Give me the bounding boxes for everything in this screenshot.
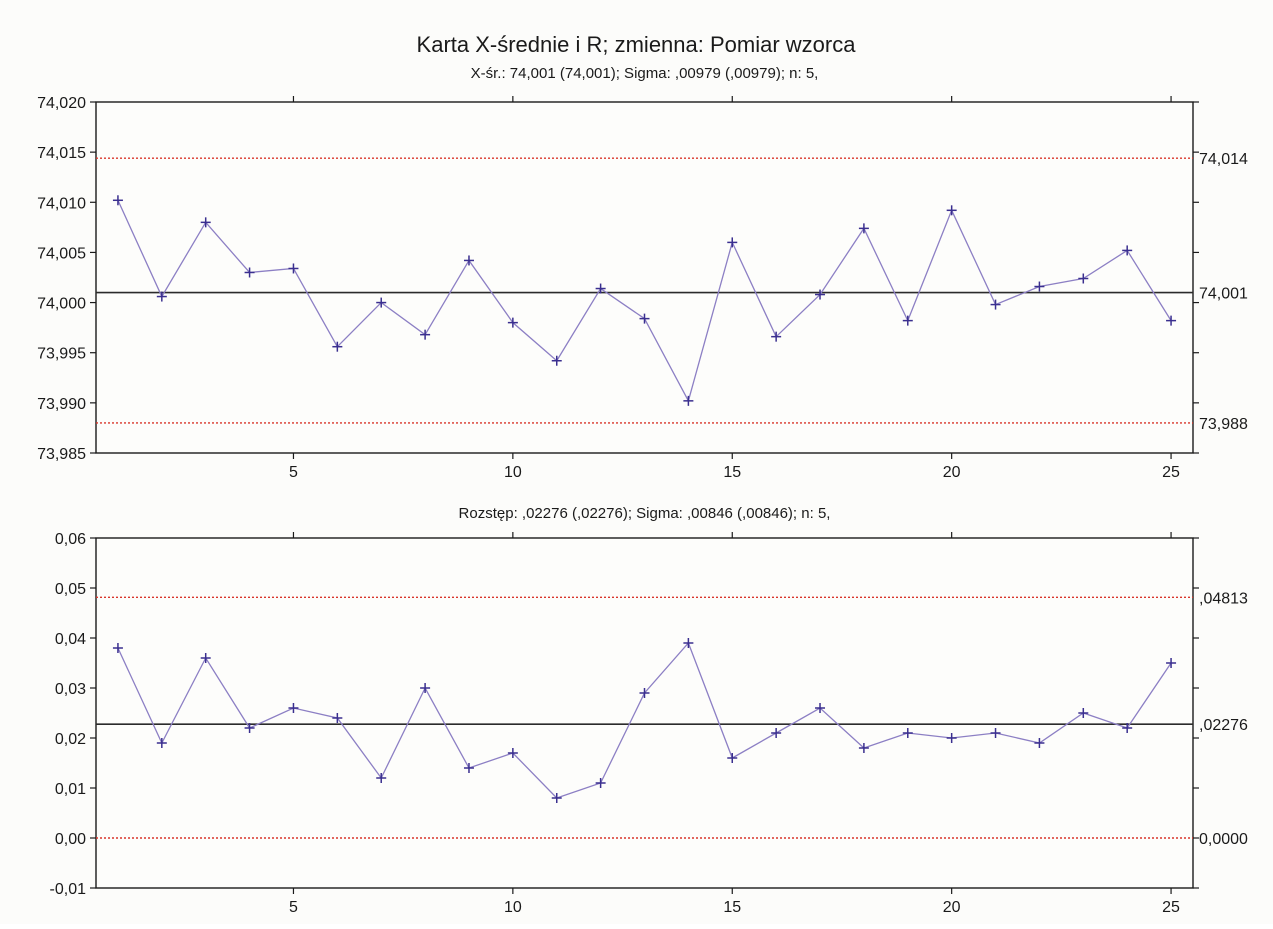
range-ytick-label: 0,05 [55, 581, 86, 598]
range-data-point [639, 688, 650, 698]
xbar-ucl-label: 74,014 [1199, 151, 1248, 168]
xbar-subtitle: X-śr.: 74,001 (74,001); Sigma: ,00979 (,… [471, 65, 819, 82]
range-data-point [1078, 708, 1089, 718]
xbar-ytick-label: 74,015 [37, 145, 86, 162]
xbar-ytick-label: 73,990 [37, 396, 86, 413]
range-data-point [156, 738, 167, 748]
xbar-data-point [244, 267, 255, 278]
xbar-xtick-label: 15 [723, 464, 741, 481]
range-ytick-label: 0,06 [55, 531, 86, 548]
range-plot-area [95, 537, 1194, 889]
range-data-point [332, 713, 343, 723]
range-xtick-label: 20 [943, 899, 961, 916]
range-ytick-label: 0,03 [55, 681, 86, 698]
xbar-data-point [815, 289, 826, 300]
xbar-xtick-label: 10 [504, 464, 522, 481]
range-ytick-label: 0,01 [55, 781, 86, 798]
xbar-data-point [156, 291, 167, 302]
xbar-data-point [902, 315, 913, 326]
range-data-point [1166, 658, 1177, 668]
xbar-data-point [683, 395, 694, 406]
xbar-center-label: 74,001 [1199, 286, 1248, 303]
range-data-point [112, 643, 123, 653]
xbar-data-point [551, 355, 562, 366]
range-ytick-label: 0,02 [55, 731, 86, 748]
range-data-point [420, 683, 431, 693]
range-ytick-label: 0,04 [55, 631, 86, 648]
range-data-point [771, 728, 782, 738]
range-data-point [244, 723, 255, 733]
range-data-point [902, 728, 913, 738]
xbar-data-point [1166, 315, 1177, 326]
range-panel: Rozstęp: ,02276 (,02276); Sigma: ,00846 … [50, 505, 1249, 916]
xbar-data-point [463, 255, 474, 266]
range-center-label: ,02276 [1199, 717, 1248, 734]
range-ytick-label: -0,01 [50, 881, 87, 898]
range-data-point [990, 728, 1001, 738]
range-data-point [551, 793, 562, 803]
range-data-point [683, 638, 694, 648]
xbar-data-point [288, 263, 299, 274]
xbar-lcl-label: 73,988 [1199, 416, 1248, 433]
xbar-data-point [771, 331, 782, 342]
xbar-data-point [1122, 245, 1133, 256]
xbar-data-point [639, 313, 650, 324]
xbar-data-point [858, 223, 869, 234]
xbar-ytick-label: 74,000 [37, 296, 86, 313]
range-lcl-label: 0,0000 [1199, 831, 1248, 848]
range-data-point [200, 653, 211, 663]
range-data-point [288, 703, 299, 713]
range-xtick-label: 5 [289, 899, 298, 916]
range-xtick-label: 25 [1162, 899, 1180, 916]
xbar-data-point [200, 217, 211, 228]
xbar-data-point [112, 195, 123, 206]
xbar-data-point [376, 297, 387, 308]
range-data-point [1034, 738, 1045, 748]
range-data-point [946, 733, 957, 743]
xbar-data-point [507, 317, 518, 328]
range-data-point [1122, 723, 1133, 733]
xbar-plot-area [95, 101, 1194, 454]
chart-title: Karta X-średnie i R; zmienna: Pomiar wzo… [417, 32, 857, 57]
range-data-point [376, 773, 387, 783]
range-ucl-label: ,04813 [1199, 590, 1248, 607]
range-data-point [463, 763, 474, 773]
xbar-xtick-label: 20 [943, 464, 961, 481]
xbar-panel: X-śr.: 74,001 (74,001); Sigma: ,00979 (,… [37, 65, 1248, 481]
xbar-ytick-label: 73,985 [37, 446, 86, 463]
range-data-point [858, 743, 869, 753]
xbar-data-point [332, 341, 343, 352]
range-data-point [507, 748, 518, 758]
xbar-xtick-label: 5 [289, 464, 298, 481]
range-xtick-label: 15 [723, 899, 741, 916]
range-subtitle: Rozstęp: ,02276 (,02276); Sigma: ,00846 … [459, 505, 831, 522]
xbar-ytick-label: 74,020 [37, 95, 86, 112]
xbar-data-point [727, 237, 738, 248]
range-data-point [815, 703, 826, 713]
range-xtick-label: 10 [504, 899, 522, 916]
range-data-point [727, 753, 738, 763]
xbar-data-point [1034, 281, 1045, 292]
range-ytick-label: 0,00 [55, 831, 86, 848]
xbar-ytick-label: 73,995 [37, 346, 86, 363]
range-data-point [595, 778, 606, 788]
xbar-data-point [595, 283, 606, 294]
xbar-data-point [420, 329, 431, 340]
xbar-ytick-label: 74,010 [37, 195, 86, 212]
xbar-data-point [990, 299, 1001, 310]
xbar-xtick-label: 25 [1162, 464, 1180, 481]
xbar-ytick-label: 74,005 [37, 245, 86, 262]
xbar-data-point [946, 205, 957, 216]
xbar-data-point [1078, 273, 1089, 284]
